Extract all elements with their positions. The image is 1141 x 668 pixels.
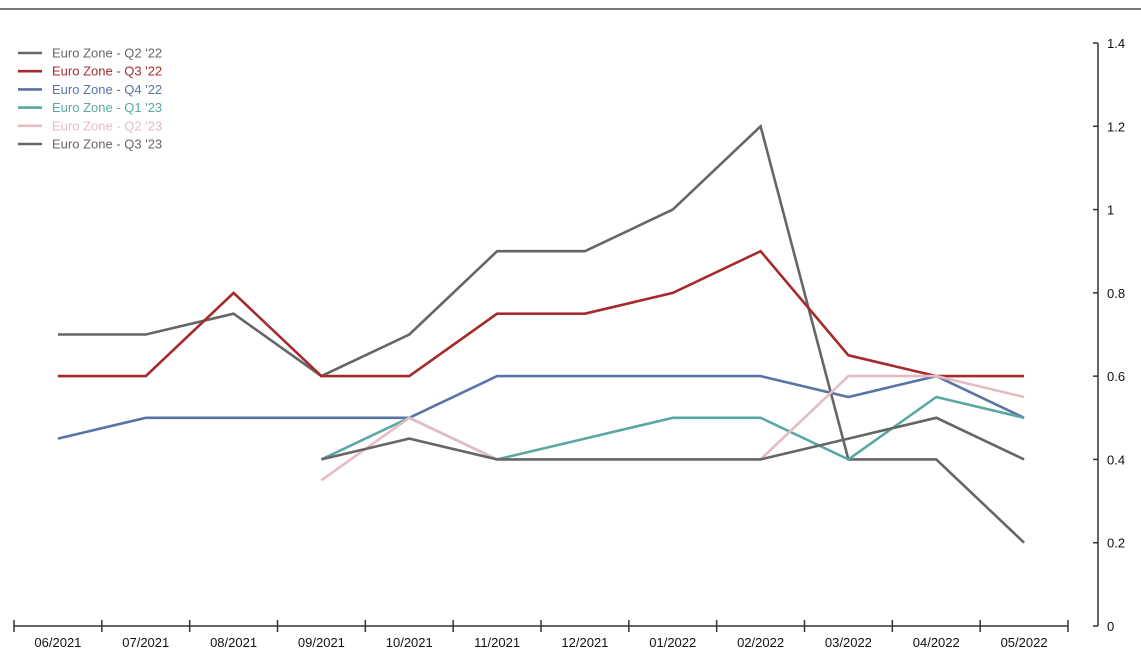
y-axis: 0 0.2 0.4 0.6 0.8 1 1.2 1.4: [1093, 36, 1125, 634]
legend-label: Euro Zone - Q2 '23: [52, 118, 162, 133]
legend-item-6[interactable]: Euro Zone - Q3 '23: [18, 137, 162, 152]
legend-item-5[interactable]: Euro Zone - Q2 '23: [18, 118, 162, 133]
legend-label: Euro Zone - Q3 '22: [52, 64, 162, 79]
series-line-6: [321, 416, 1025, 461]
x-tick-label: 08/2021: [210, 635, 257, 650]
legend-item-1[interactable]: Euro Zone - Q2 '22: [18, 46, 162, 61]
y-tick-label: 0.4: [1107, 452, 1125, 467]
legend-label: Euro Zone - Q1 '23: [52, 100, 162, 115]
x-tick-label: 01/2022: [649, 635, 696, 650]
x-tick-label: 09/2021: [298, 635, 345, 650]
y-tick-label: 1.4: [1107, 36, 1125, 51]
series-line-3: [57, 374, 1025, 440]
x-tick-label: 06/2021: [34, 635, 81, 650]
series-layer: [57, 123, 1025, 544]
x-tick-label: 03/2022: [825, 635, 872, 650]
y-tick-label: 1: [1107, 203, 1114, 218]
series-line-5: [320, 374, 1025, 482]
legend-label: Euro Zone - Q2 '22: [52, 46, 162, 61]
x-tick-label: 02/2022: [737, 635, 784, 650]
y-tick-label: 0.2: [1107, 536, 1125, 551]
legend-item-4[interactable]: Euro Zone - Q1 '23: [18, 100, 162, 115]
x-tick-label: 12/2021: [561, 635, 608, 650]
x-tick-label: 07/2021: [122, 635, 169, 650]
legend: Euro Zone - Q2 '22 Euro Zone - Q3 '22 Euro…: [18, 46, 162, 152]
series-line-4: [320, 395, 1025, 461]
y-tick-label: 0: [1107, 619, 1114, 634]
x-axis: 06/2021 07/2021 08/2021 09/2021 10/2021 11/20…: [13, 620, 1069, 650]
y-tick-label: 1.2: [1107, 119, 1125, 134]
series-line-1: [57, 123, 1025, 544]
legend-item-2[interactable]: Euro Zone - Q3 '22: [18, 64, 162, 79]
legend-label: Euro Zone - Q4 '22: [52, 82, 162, 97]
x-tick-label: 10/2021: [386, 635, 433, 650]
series-line-2: [57, 249, 1025, 378]
legend-label: Euro Zone - Q3 '23: [52, 137, 162, 152]
x-tick-label: 11/2021: [474, 635, 520, 650]
legend-item-3[interactable]: Euro Zone - Q4 '22: [18, 82, 162, 97]
x-tick-label: 04/2022: [913, 635, 960, 650]
y-tick-label: 0.6: [1107, 369, 1125, 384]
x-tick-label: 05/2022: [1001, 635, 1048, 650]
y-tick-label: 0.8: [1107, 286, 1125, 301]
